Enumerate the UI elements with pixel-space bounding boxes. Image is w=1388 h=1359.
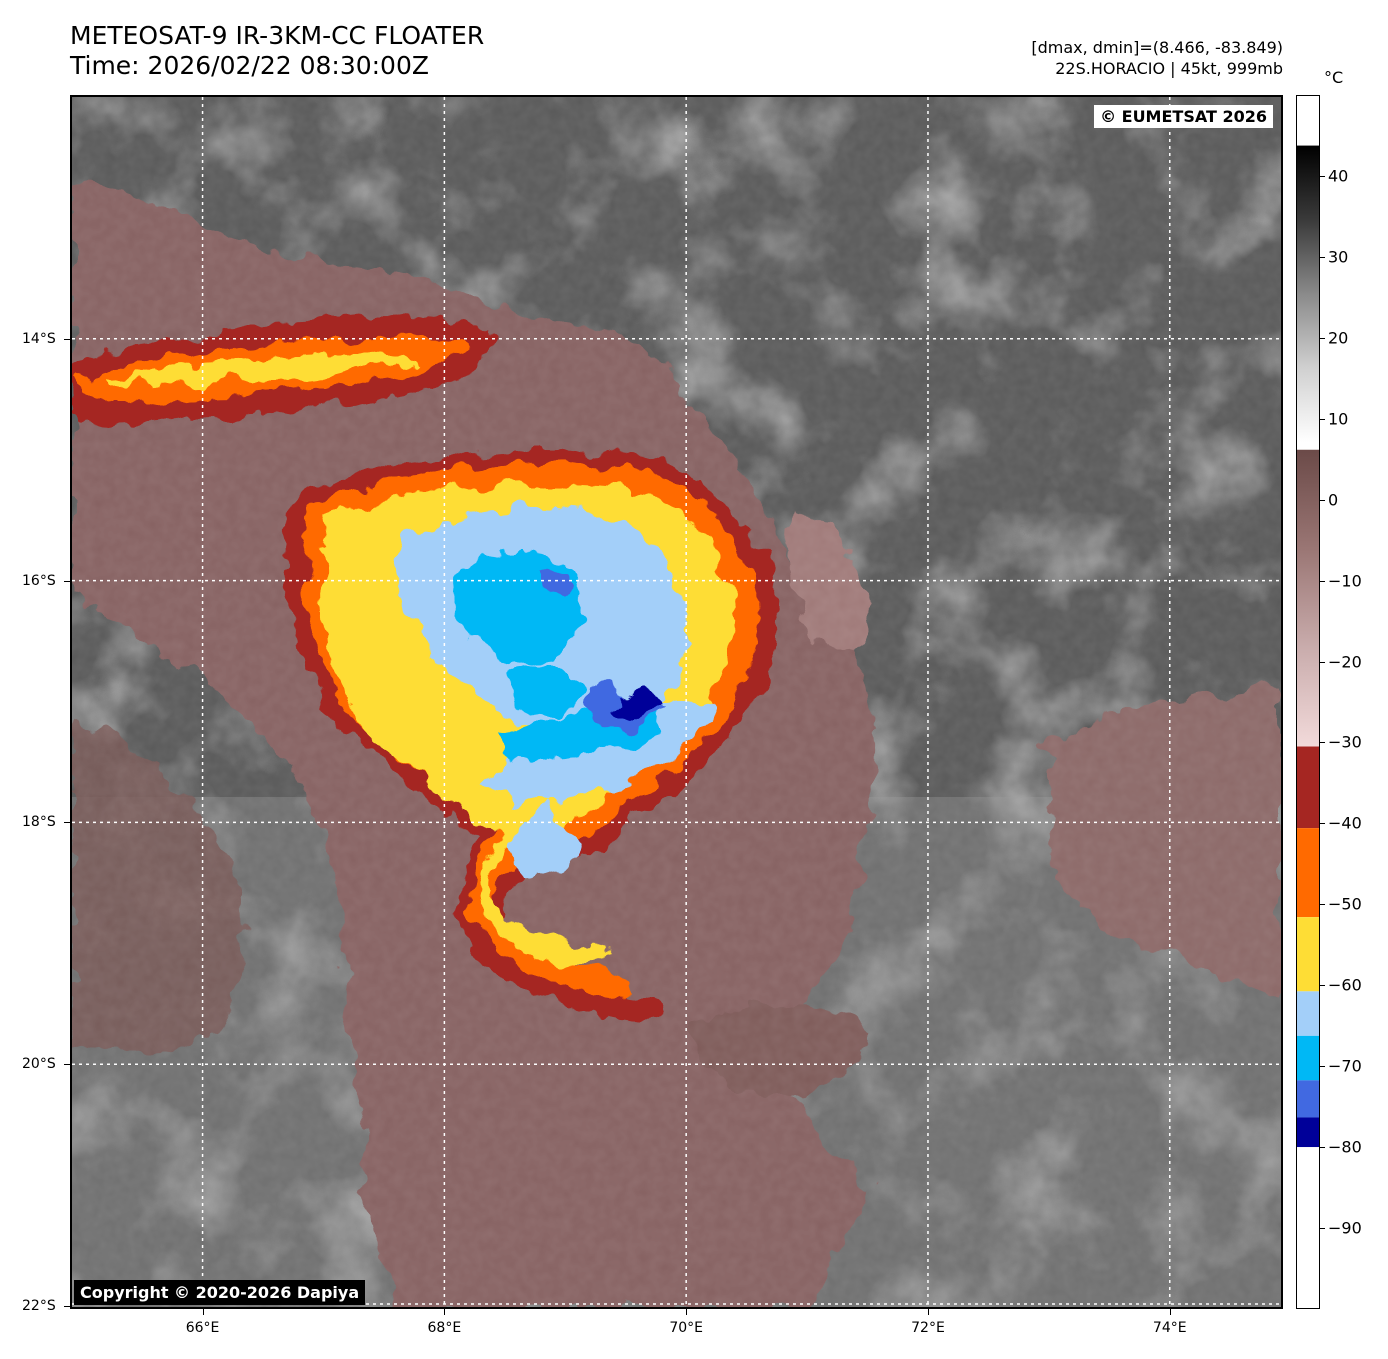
satellite-map[interactable]: © EUMETSAT 2026 Copyright © 2020-2026 Da…	[70, 95, 1283, 1309]
latitude-label: 22°S	[22, 1298, 56, 1314]
latitude-label: 14°S	[22, 330, 56, 347]
eumetsat-badge: © EUMETSAT 2026	[1094, 105, 1273, 128]
longitude-tick	[1169, 1309, 1171, 1315]
longitude-label: 68°E	[427, 1320, 462, 1336]
longitude-label: 70°E	[669, 1320, 704, 1336]
latitude-tick	[64, 580, 70, 582]
colorbar-segment	[1297, 917, 1319, 992]
storm-info: 22S.HORACIO | 45kt, 999mb	[1055, 59, 1283, 78]
longitude-tick	[202, 1309, 204, 1315]
longitude-label: 74°E	[1152, 1320, 1187, 1336]
colorbar-tick	[1320, 1066, 1325, 1068]
latitude-label: 16°S	[22, 572, 56, 589]
colorbar-tick	[1320, 904, 1325, 906]
infrared-imagery	[72, 97, 1281, 1307]
colorbar-tick-label: 40	[1328, 166, 1349, 186]
latitude-label: 20°S	[22, 1056, 56, 1073]
colorbar-tick	[1320, 580, 1325, 582]
colorbar-unit: °C	[1324, 68, 1344, 87]
convective-core	[72, 316, 779, 1023]
colorbar-segment	[1297, 1117, 1319, 1148]
longitude-label: 66°E	[185, 1320, 220, 1336]
colorbar-tick-label: 20	[1328, 328, 1349, 348]
colorbar-segment	[1297, 145, 1319, 443]
colorbar-segment	[1297, 1147, 1319, 1259]
latitude-tick	[64, 338, 70, 340]
longitude-tick	[686, 1309, 688, 1315]
colorbar-tick	[1320, 499, 1325, 501]
latitude-label: 18°S	[22, 814, 56, 831]
colorbar-segment	[1297, 746, 1319, 829]
colorbar-tick-label: −20	[1328, 652, 1362, 672]
colorbar-tick	[1320, 256, 1325, 258]
longitude-label: 72°E	[911, 1320, 945, 1336]
colorbar-tick	[1320, 175, 1325, 177]
colorbar-tick	[1320, 1228, 1325, 1230]
temperature-colorbar	[1296, 95, 1320, 1309]
colorbar-tick-label: −70	[1328, 1056, 1362, 1076]
colorbar-segment	[1297, 1035, 1319, 1081]
colorbar-segment	[1297, 1080, 1319, 1118]
colorbar-tick	[1320, 1147, 1325, 1149]
colorbar-tick-label: 0	[1328, 490, 1339, 510]
product-title: METEOSAT-9 IR-3KM-CC FLOATER	[70, 21, 485, 50]
colorbar-tick	[1320, 985, 1325, 987]
colorbar-segment	[1297, 828, 1319, 918]
latitude-tick	[64, 1064, 70, 1066]
colorbar-segment	[1297, 449, 1319, 747]
latitude-tick	[64, 822, 70, 824]
colorbar-tick-label: 10	[1328, 409, 1349, 429]
colorbar-tick	[1320, 742, 1325, 744]
colorbar-tick-label: 30	[1328, 247, 1349, 267]
graticule	[72, 97, 1281, 1306]
data-range-info: [dmax, dmin]=(8.466, -83.849)	[1031, 38, 1283, 57]
colorbar-tick-label: −10	[1328, 571, 1362, 591]
colorbar-tick	[1320, 418, 1325, 420]
colorbar-segment	[1297, 991, 1319, 1036]
colorbar-tick	[1320, 661, 1325, 663]
colorbar-tick-label: −30	[1328, 732, 1362, 752]
colorbar-tick-label: −90	[1328, 1218, 1362, 1238]
colorbar-tick-label: −80	[1328, 1137, 1362, 1157]
longitude-tick	[927, 1309, 929, 1315]
colorbar-tick	[1320, 823, 1325, 825]
colorbar-tick	[1320, 337, 1325, 339]
colorbar-tick-label: −40	[1328, 813, 1362, 833]
colorbar-tick-label: −60	[1328, 975, 1362, 995]
latitude-tick	[64, 1306, 70, 1307]
colorbar-tick-label: −50	[1328, 894, 1362, 914]
timestamp-title: Time: 2026/02/22 08:30:00Z	[70, 51, 429, 80]
copyright-badge: Copyright © 2020-2026 Dapiya	[74, 1280, 366, 1305]
longitude-tick	[444, 1309, 446, 1315]
